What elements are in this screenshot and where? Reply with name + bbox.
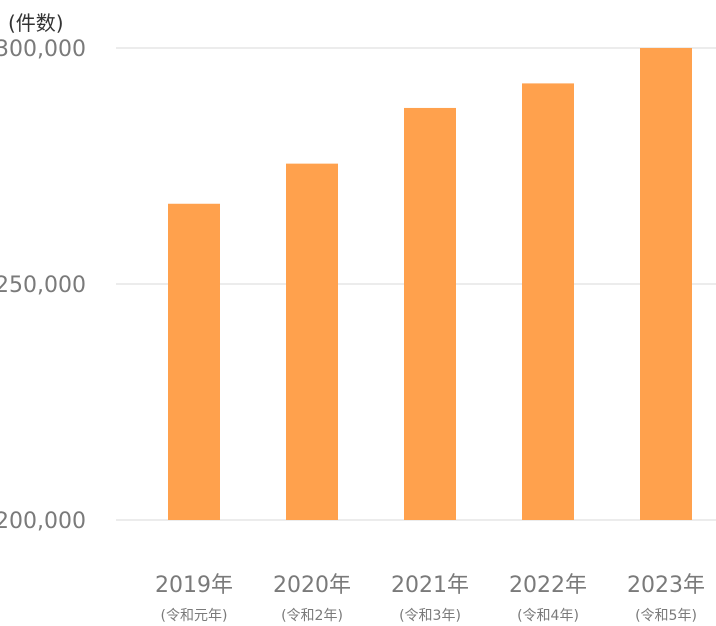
y-axis-label: (件数) — [8, 11, 64, 35]
x-tick-label: 2020年 — [273, 573, 351, 598]
x-tick-label: 2022年 — [509, 573, 587, 598]
bars — [168, 48, 692, 521]
bar — [640, 48, 692, 520]
y-tick-label: 200,000 — [0, 509, 86, 534]
bar — [522, 83, 574, 521]
x-tick-label: 2019年 — [155, 573, 233, 598]
x-tick-sublabel: (令和5年) — [635, 608, 697, 624]
y-tick-label: 250,000 — [0, 273, 86, 298]
y-tick-label: 300,000 — [0, 37, 86, 62]
y-axis-ticks: 200,000 250,000 300,000 — [0, 37, 86, 534]
bar — [286, 163, 338, 520]
bar — [168, 203, 220, 520]
x-axis-ticks: 2019年 (令和元年) 2020年 (令和2年) 2021年 (令和3年) 2022年 (令… — [155, 573, 705, 624]
x-tick-label: 2023年 — [627, 573, 705, 598]
x-tick-sublabel: (令和3年) — [399, 608, 461, 624]
x-tick-sublabel: (令和元年) — [161, 608, 228, 624]
x-tick-label: 2021年 — [391, 573, 469, 598]
x-tick-sublabel: (令和2年) — [281, 608, 343, 624]
bar — [404, 107, 456, 520]
x-tick-sublabel: (令和4年) — [517, 608, 579, 624]
